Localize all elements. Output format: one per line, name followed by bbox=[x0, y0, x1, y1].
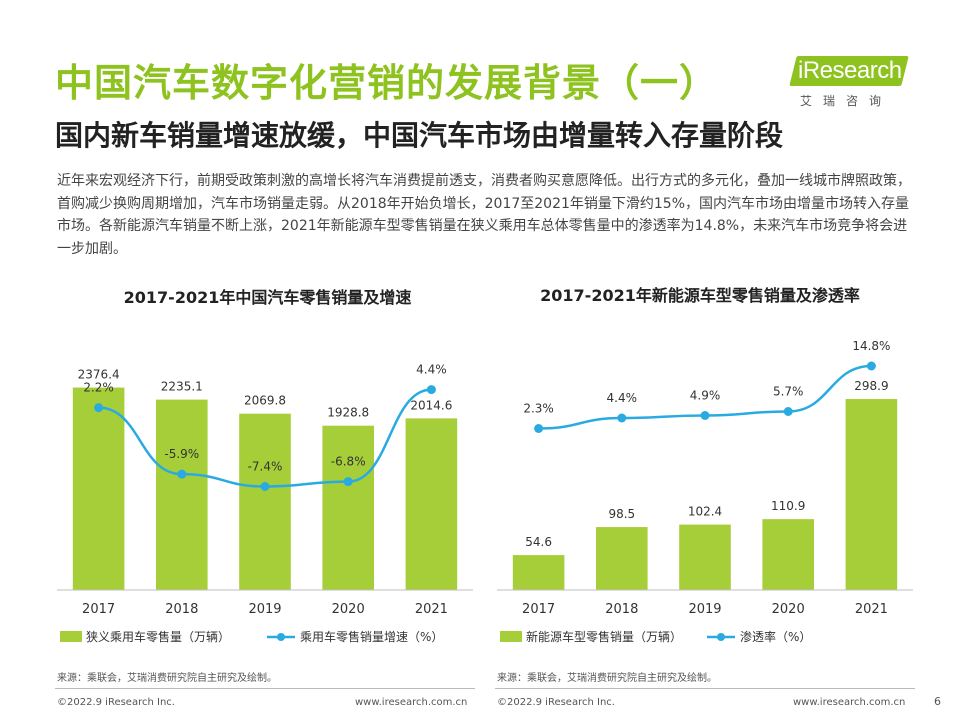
chart2-bar bbox=[512, 555, 565, 590]
chart2-line-point bbox=[534, 424, 544, 433]
chart1-bar-label: 2376.4 bbox=[78, 368, 120, 382]
chart1-bar-label: 2014.6 bbox=[410, 398, 452, 412]
logo-cn: 艾瑞咨询 bbox=[800, 94, 893, 108]
chart2-line-point bbox=[700, 411, 710, 420]
chart1-x-tick: 2017 bbox=[82, 602, 115, 617]
page-subtitle: 国内新车销量增速放缓，中国汽车市场由增量转入存量阶段 bbox=[55, 119, 784, 152]
logo-brand: iResearch bbox=[798, 57, 902, 84]
chart1-bar-label: 2235.1 bbox=[161, 380, 203, 394]
footer-copyright-left: ©2022.9 iResearch Inc. bbox=[57, 697, 175, 708]
page-number: 6 bbox=[934, 695, 941, 708]
chart1-line-point bbox=[426, 385, 436, 395]
footer-divider-left bbox=[55, 688, 475, 689]
footer-website-left: www.iresearch.com.cn bbox=[355, 697, 468, 708]
chart2-source: 来源：乘联会，艾瑞消费研究院自主研究及绘制。 bbox=[497, 673, 717, 684]
chart1-bar-label: 2069.8 bbox=[244, 394, 286, 408]
chart2-x-tick: 2020 bbox=[772, 602, 805, 617]
chart1-line-label: -7.4% bbox=[248, 460, 283, 474]
chart2-bar-label: 298.9 bbox=[854, 379, 888, 393]
footer-divider-right bbox=[495, 688, 915, 689]
chart2-line-point bbox=[783, 407, 793, 416]
chart1-legend-line-marker bbox=[277, 633, 285, 641]
chart1-bar bbox=[405, 418, 458, 590]
chart1-legend-line-label: 乘用车零售销量增速（%） bbox=[300, 629, 443, 644]
chart2-x-tick: 2017 bbox=[522, 602, 555, 617]
chart2-bar bbox=[596, 527, 648, 590]
chart2-bar bbox=[845, 399, 898, 590]
chart2-svg: 54.6 98.5 102.4 110.9 298.9 2017 2018 2019 2020 2… bbox=[497, 339, 913, 644]
chart1-legend-bar-swatch bbox=[60, 631, 82, 642]
chart1-title: 2017-2021年中国汽车零售销量及增速 bbox=[123, 288, 412, 307]
chart1-line-point bbox=[177, 469, 187, 479]
chart2-line-label: 2.3% bbox=[523, 402, 554, 416]
chart1-line-label: 4.4% bbox=[416, 363, 447, 377]
chart1-svg: 2376.4 2235.1 2069.8 1928.8 2014.6 2017 2018 20… bbox=[57, 363, 473, 644]
footer-website-right: www.iresearch.com.cn bbox=[793, 697, 906, 708]
chart2-legend-bar-label: 新能源车型零售销量（万辆） bbox=[526, 629, 682, 644]
chart2-line-label: 14.8% bbox=[852, 339, 890, 353]
chart1-line-label: 2.2% bbox=[83, 381, 114, 395]
chart1-line-point bbox=[260, 482, 270, 491]
chart2-x-tick: 2019 bbox=[688, 602, 721, 617]
chart1-bar-label: 1928.8 bbox=[327, 406, 369, 420]
chart2-bar-label: 110.9 bbox=[771, 499, 805, 513]
chart1-legend-bar-label: 狭义乘用车零售量（万辆） bbox=[86, 629, 230, 644]
chart1-line-label: -6.8% bbox=[331, 455, 366, 469]
page-title: 中国汽车数字化营销的发展背景（一） bbox=[55, 61, 719, 105]
chart2-legend-bar-swatch bbox=[500, 631, 522, 642]
chart2-x-tick: 2018 bbox=[605, 602, 638, 617]
iresearch-logo: iResearch 艾瑞咨询 bbox=[789, 52, 910, 114]
chart1-line-point bbox=[94, 403, 104, 413]
chart2-legend-line-marker bbox=[717, 633, 725, 641]
chart2-bar bbox=[762, 519, 814, 590]
chart2-legend-line-label: 渗透率（%） bbox=[740, 629, 811, 644]
intro-paragraph: 近年来宏观经济下行，前期受政策刺激的高增长将汽车消费提前透支，消费者购买意愿降低… bbox=[57, 173, 911, 257]
chart1-line-label: -5.9% bbox=[164, 447, 199, 461]
footer-copyright-right: ©2022.9 iResearch Inc. bbox=[497, 697, 615, 708]
chart2-title: 2017-2021年新能源车型零售销量及渗透率 bbox=[540, 286, 860, 305]
chart2-bar-label: 98.5 bbox=[608, 507, 635, 521]
chart2-bar bbox=[679, 524, 731, 590]
chart1-x-tick: 2021 bbox=[415, 602, 448, 617]
chart1-line-point bbox=[343, 477, 353, 487]
chart1-bar bbox=[322, 425, 374, 590]
chart2-line-label: 5.7% bbox=[773, 385, 804, 399]
chart2-bar-label: 54.6 bbox=[525, 535, 552, 549]
chart2-line-point bbox=[866, 361, 876, 371]
chart1-source: 来源：乘联会，艾瑞消费研究院自主研究及绘制。 bbox=[57, 673, 277, 684]
chart2-x-tick: 2021 bbox=[855, 602, 888, 617]
chart2-line-point bbox=[617, 413, 627, 423]
chart1-bar bbox=[239, 413, 291, 590]
chart2-line-label: 4.9% bbox=[690, 389, 721, 403]
chart1-x-tick: 2020 bbox=[332, 602, 365, 617]
chart1-bar bbox=[156, 399, 208, 590]
chart1-bar bbox=[72, 387, 125, 590]
chart2-line-label: 4.4% bbox=[607, 391, 638, 405]
chart2-bar-label: 102.4 bbox=[688, 505, 722, 519]
chart1-x-tick: 2019 bbox=[248, 602, 281, 617]
chart1-x-tick: 2018 bbox=[165, 602, 198, 617]
